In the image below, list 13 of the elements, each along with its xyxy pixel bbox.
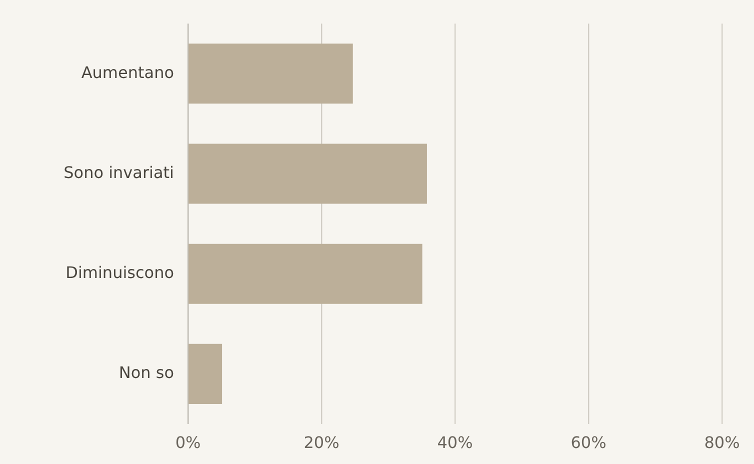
x-tick-label: 20% [304, 432, 340, 452]
y-tick-label: Diminuiscono [66, 263, 174, 282]
x-tick-label: 60% [570, 432, 606, 452]
x-tick-label: 80% [704, 432, 740, 452]
x-tick-label: 0% [175, 432, 201, 452]
x-tick-label: 40% [437, 432, 473, 452]
bar [188, 244, 422, 304]
y-tick-label: Aumentano [81, 62, 174, 82]
y-tick-label: Non so [118, 363, 174, 382]
y-tick-label: Sono invariati [64, 162, 174, 182]
bar [188, 344, 222, 404]
bar [188, 144, 427, 204]
bar [188, 44, 353, 104]
